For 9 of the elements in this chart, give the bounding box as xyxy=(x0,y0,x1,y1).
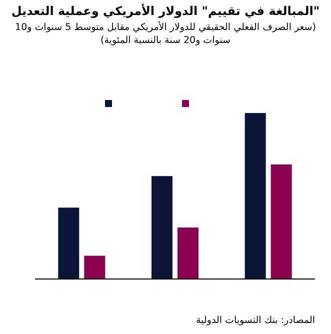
chart-subtitle: (سعر الصرف الفعلي الحقيقي للدولار الأمريكي مقابل متوسط 5 سنوات و10 سنوات و20 سنة بالنسبة المئوية) xyxy=(14,21,317,47)
bar xyxy=(152,176,172,279)
bar xyxy=(270,164,292,279)
bar xyxy=(58,208,80,279)
bar xyxy=(244,113,266,279)
chart-title: "المبالغة في تقييم" الدولار الأمريكي وعملية التعديل xyxy=(10,4,321,19)
bar xyxy=(178,228,198,279)
text: المصادر: بنك التسويات الدولية xyxy=(196,315,315,326)
bar xyxy=(84,256,106,279)
